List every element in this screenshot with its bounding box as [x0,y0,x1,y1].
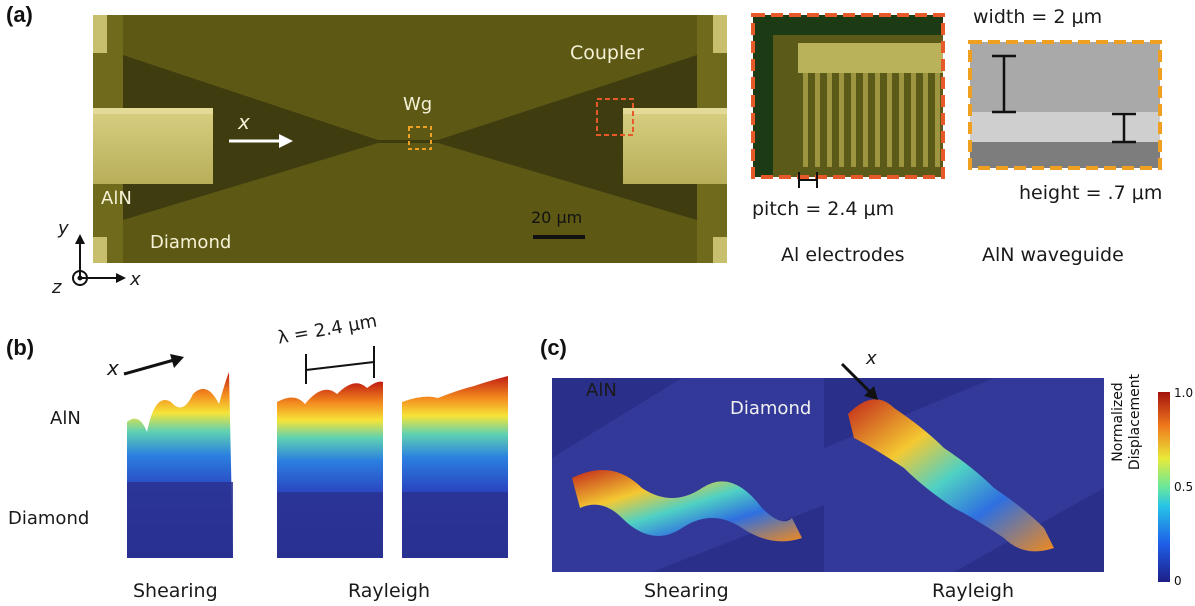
panel-c-rayleigh-caption: Rayleigh [932,580,1015,602]
diamond-label: Diamond [150,232,232,253]
rayleigh-mode-3d [824,378,1104,572]
panel-label-c: (c) [540,335,567,360]
height-label: height = .7 μm [1019,182,1163,204]
panel-b-aln-label: AlN [50,408,81,429]
micrograph-x-label: x [238,110,250,134]
rayleigh-mode-2d-b [402,376,508,558]
shearing-mode-3d [552,378,842,572]
wg-label: Wg [403,94,433,115]
panel-c-shearing-caption: Shearing [644,580,729,602]
panel-b-shearing-caption: Shearing [133,580,218,602]
colorbar-title-line2: Displacement [1127,373,1143,471]
waveguide-inset [968,40,1162,170]
electrodes-caption: Al electrodes [781,244,905,266]
rayleigh-mode-2d-a [277,381,383,558]
wavelength-marker [305,346,375,384]
aln-label: AlN [101,188,132,209]
panel-c-x-label: x [866,348,877,369]
waveguide-caption: AlN waveguide [982,244,1124,266]
colorbar-title-line1: Normalized [1110,382,1126,462]
coupler-dashed-box [596,98,634,136]
panel-c-x-arrow [840,362,878,400]
axis-x-label: x [130,269,141,290]
electrodes-inset [751,13,945,179]
colorbar-title: Normalized Displacement [1110,342,1144,502]
axis-z-label: z [52,277,62,298]
pitch-marker [798,172,818,188]
scale-bar-label: 20 μm [531,208,583,227]
panel-b-diamond-label: Diamond [8,508,90,529]
colorbar-max: 1.0 [1174,386,1194,400]
panel-b-x-label: x [107,356,119,380]
pitch-label: pitch = 2.4 μm [752,198,895,220]
coordinate-axes [72,234,126,286]
colorbar-mid: 0.5 [1174,480,1194,494]
panel-label-a: (a) [6,2,33,27]
colorbar-min: 0 [1174,574,1182,588]
panel-b-x-arrow [123,354,184,376]
colorbar [1158,392,1170,582]
panel-b-rayleigh-caption: Rayleigh [348,580,431,602]
width-label: width = 2 μm [973,6,1103,28]
shearing-mode-2d [127,372,233,558]
axis-y-label: y [58,218,69,239]
panel-c-aln-label: AlN [586,380,617,401]
wg-dashed-box [408,126,432,150]
device-micrograph [93,15,727,263]
panel-c-diamond-label: Diamond [730,398,812,419]
panel-label-b: (b) [6,335,35,360]
coupler-label: Coupler [570,42,644,64]
